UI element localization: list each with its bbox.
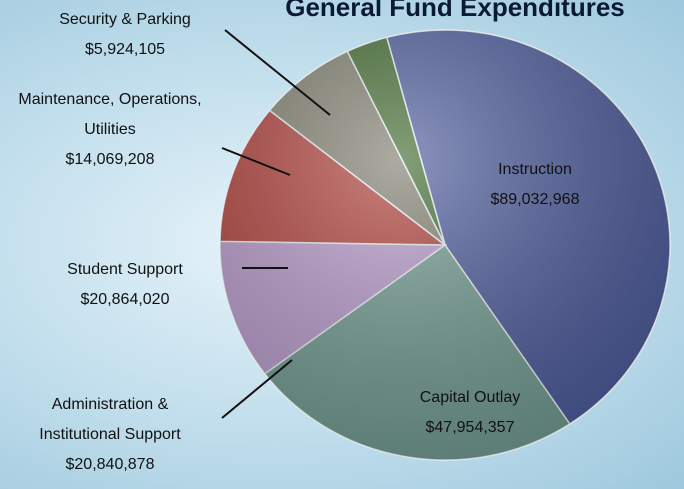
slice-label: Student Support $20,864,020	[25, 255, 225, 315]
category-label: Maintenance, Operations, Utilities	[18, 91, 202, 138]
value-label: $89,032,968	[490, 191, 580, 208]
slice-label: Capital Outlay $47,954,357	[370, 383, 570, 443]
category-label: Security & Parking	[59, 11, 191, 28]
category-label: Administration & Institutional Support	[39, 396, 181, 443]
leader-line	[221, 147, 291, 176]
value-label: $5,924,105	[84, 41, 166, 58]
value-label: $47,954,357	[425, 419, 515, 436]
value-label: $20,864,020	[80, 291, 170, 308]
slice-label: Security & Parking $5,924,105	[25, 5, 225, 65]
slice-label: Instruction $89,032,968	[435, 155, 635, 215]
category-label: Student Support	[67, 261, 183, 278]
value-label: $20,840,878	[65, 456, 155, 473]
chart-title: General Fund Expenditures	[285, 0, 625, 22]
leader-line	[224, 29, 331, 116]
value-label: $14,069,208	[65, 151, 155, 168]
category-label: Instruction	[498, 161, 572, 178]
leader-line	[221, 359, 293, 419]
slice-label: Maintenance, Operations, Utilities $14,06…	[18, 85, 203, 175]
slice-label: Administration & Institutional Support $2…	[10, 390, 210, 480]
category-label: Capital Outlay	[419, 389, 521, 406]
